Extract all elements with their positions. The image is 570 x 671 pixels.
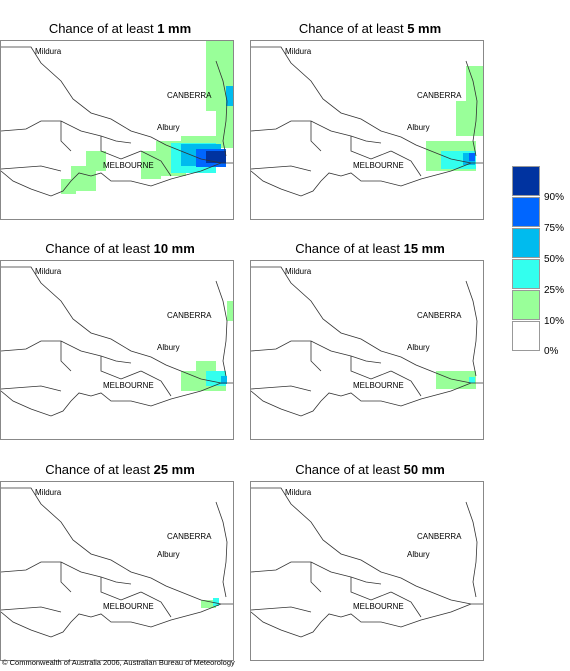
- state-boundaries: [251, 266, 483, 417]
- place-albury: Albury: [157, 550, 180, 559]
- rain-probability-cells: [181, 301, 233, 391]
- legend-label-50: 50%: [544, 254, 565, 265]
- place-melbourne: MELBOURNE: [353, 381, 404, 390]
- panel-title-5mm: Chance of at least 5 mm: [298, 21, 442, 36]
- panel-title-1mm: Chance of at least 1 mm: [48, 21, 192, 36]
- map-svg: [1, 41, 233, 197]
- map-panel-25mm: Mildura CANBERRA Albury MELBOURNE: [0, 481, 234, 661]
- place-canberra: CANBERRA: [167, 532, 212, 541]
- legend-swatch-75: [512, 197, 540, 227]
- map-panel-5mm: Mildura CANBERRA Albury MELBOURNE: [250, 40, 484, 220]
- place-mildura: Mildura: [35, 47, 62, 56]
- legend-swatch-50: [512, 228, 540, 258]
- place-melbourne: MELBOURNE: [353, 161, 404, 170]
- place-canberra: CANBERRA: [417, 311, 462, 320]
- legend-swatch-10: [512, 290, 540, 320]
- place-melbourne: MELBOURNE: [103, 381, 154, 390]
- rain-probability-cells: [426, 66, 483, 171]
- legend-swatch-90: [512, 166, 540, 196]
- map-panel-50mm: Mildura CANBERRA Albury MELBOURNE: [250, 481, 484, 661]
- map-svg: [251, 487, 483, 638]
- place-albury: Albury: [157, 123, 180, 132]
- place-albury: Albury: [407, 123, 430, 132]
- place-mildura: Mildura: [285, 267, 312, 276]
- map-panel-1mm: Mildura CANBERRA Albury MELBOURNE: [0, 40, 234, 220]
- legend-swatch-25: [512, 259, 540, 289]
- place-canberra: CANBERRA: [417, 91, 462, 100]
- place-melbourne: MELBOURNE: [103, 161, 154, 170]
- place-mildura: Mildura: [35, 267, 62, 276]
- place-albury: Albury: [157, 343, 180, 352]
- place-canberra: CANBERRA: [417, 532, 462, 541]
- panel-title-15mm: Chance of at least 15 mm: [295, 241, 445, 256]
- map-svg: [1, 266, 233, 417]
- map-svg: [251, 46, 483, 197]
- rain-probability-cells: [201, 598, 219, 608]
- state-boundaries: [251, 487, 483, 638]
- state-boundaries: [251, 46, 483, 197]
- legend-label-10: 10%: [544, 316, 565, 327]
- place-canberra: CANBERRA: [167, 311, 212, 320]
- panel-title-25mm: Chance of at least 25 mm: [45, 462, 195, 477]
- panel-title-10mm: Chance of at least 10 mm: [45, 241, 195, 256]
- map-panel-15mm: Mildura CANBERRA Albury MELBOURNE: [250, 260, 484, 440]
- map-svg: [1, 487, 233, 638]
- place-melbourne: MELBOURNE: [353, 602, 404, 611]
- legend-label-90: 90%: [544, 192, 565, 203]
- legend-swatch-0: [512, 321, 540, 351]
- place-melbourne: MELBOURNE: [103, 602, 154, 611]
- copyright-footer: © Commonwealth of Australia 2006, Austra…: [2, 658, 235, 667]
- rain-probability-cells: [61, 41, 233, 194]
- place-albury: Albury: [407, 550, 430, 559]
- legend-label-75: 75%: [544, 223, 565, 234]
- legend-label-0: 0%: [544, 346, 559, 357]
- panel-title-50mm: Chance of at least 50 mm: [295, 462, 445, 477]
- place-mildura: Mildura: [285, 47, 312, 56]
- place-mildura: Mildura: [285, 488, 312, 497]
- state-boundaries: [1, 46, 233, 197]
- state-boundaries: [1, 487, 233, 638]
- place-albury: Albury: [407, 343, 430, 352]
- place-mildura: Mildura: [35, 488, 62, 497]
- state-boundaries: [1, 266, 233, 417]
- place-canberra: CANBERRA: [167, 91, 212, 100]
- map-panel-10mm: Mildura CANBERRA Albury MELBOURNE: [0, 260, 234, 440]
- map-svg: [251, 266, 483, 417]
- legend-label-25: 25%: [544, 285, 565, 296]
